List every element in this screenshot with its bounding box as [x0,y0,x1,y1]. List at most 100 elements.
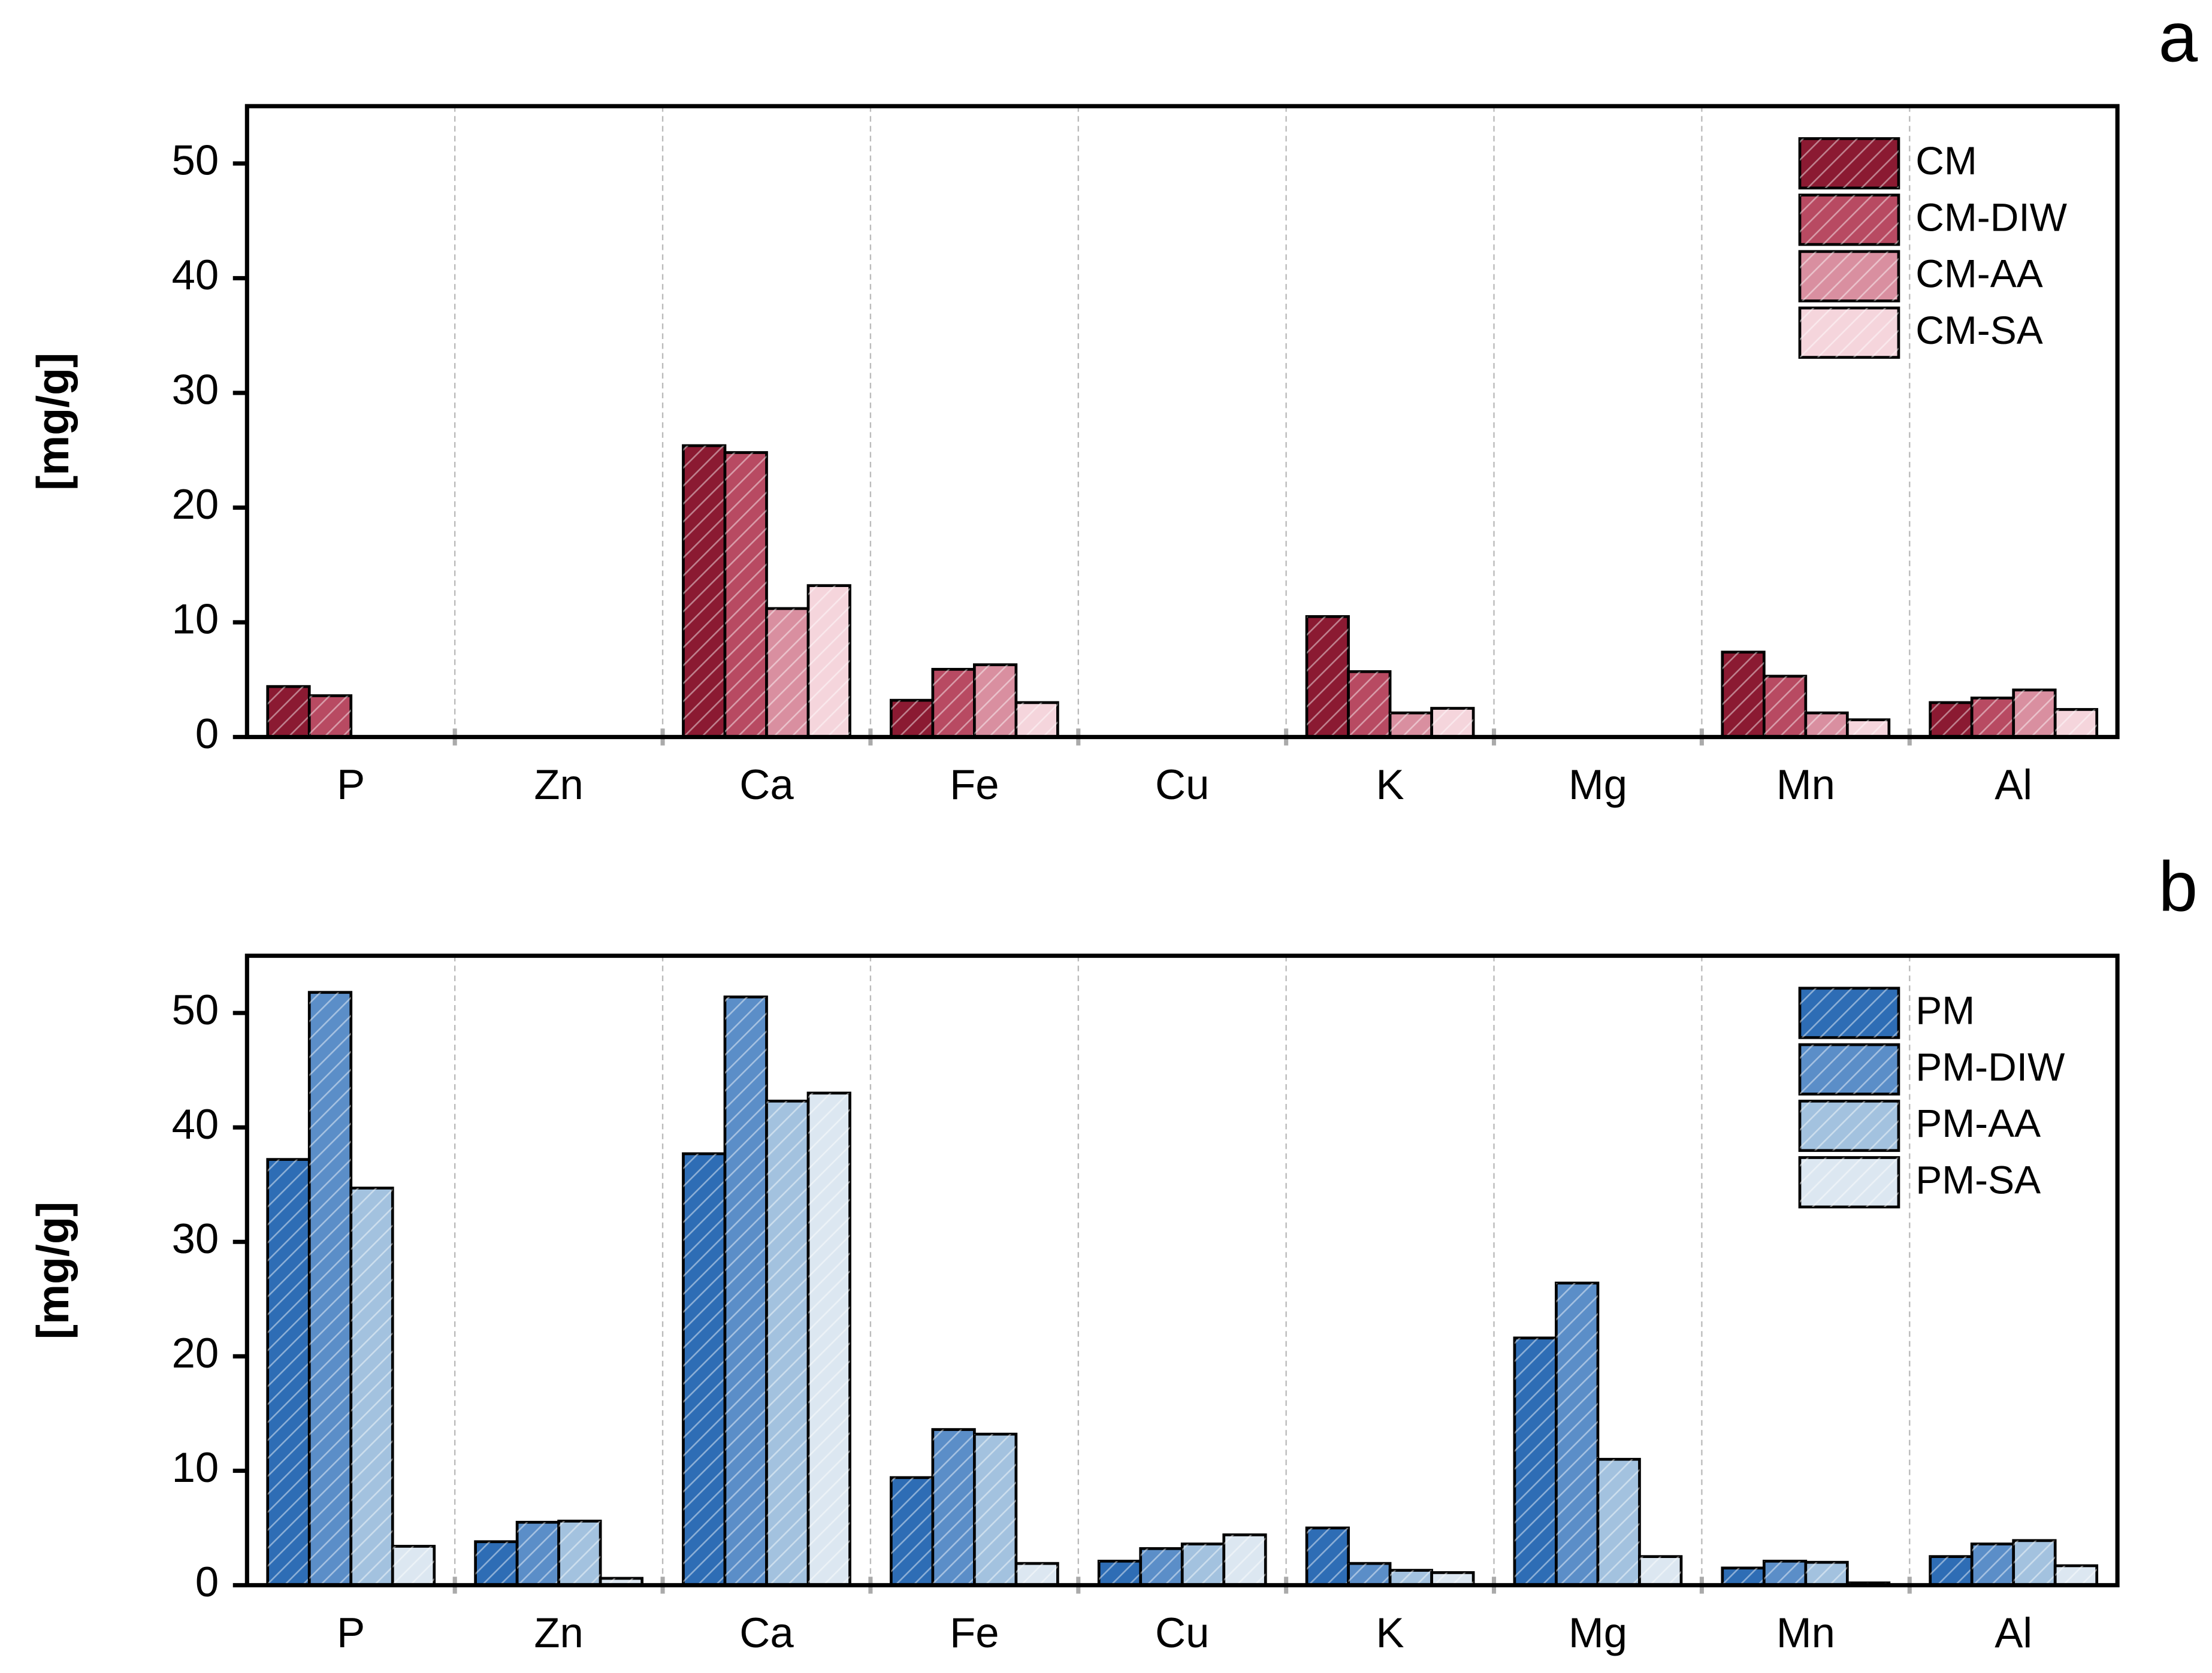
bar-hatch [1348,671,1391,737]
legend-hatch [1800,988,1899,1038]
bar-hatch [267,1159,310,1586]
plot-frame [244,954,2120,1587]
bar-hatch [1348,1563,1391,1586]
y-tick-label: 30 [172,366,219,413]
x-tick-label: Cu [1155,1609,1209,1656]
x-tick-label: Al [1995,761,2032,808]
bar-hatch [1099,1561,1141,1586]
bar-hatch [1722,652,1764,737]
legend-label: CM [1915,138,1977,183]
y-axis-label: [mg/g] [28,353,78,491]
bar-hatch [1431,708,1474,737]
x-tick-label: Fe [950,761,999,808]
bar-hatch [2055,709,2097,737]
bar-hatch [1514,1338,1557,1586]
legend-label: CM-SA [1915,308,2043,352]
y-tick-label: 10 [172,1444,219,1491]
y-tick-label: 0 [195,1558,219,1605]
y-tick-label: 0 [195,710,219,757]
bar-hatch [1639,1556,1681,1586]
bar-hatch [1930,702,1972,737]
bar-hatch [1307,1527,1349,1586]
x-tick-label: K [1376,1609,1404,1656]
bar-hatch [1764,1561,1806,1586]
bar-hatch [724,452,767,737]
y-tick-label: 30 [172,1215,219,1262]
panel-label: b [2159,847,2198,926]
bar-hatch [724,997,767,1586]
bar-hatch [1431,1572,1474,1586]
y-tick-label: 10 [172,595,219,643]
x-tick-label: Cu [1155,761,1209,808]
x-tick-label: P [337,1609,365,1656]
bar-hatch [309,992,351,1586]
plot-frame [244,104,2120,739]
bar-hatch [1016,702,1058,737]
x-tick-label: Al [1995,1609,2032,1656]
legend-label: PM [1915,988,1975,1033]
bar-hatch [517,1522,559,1586]
bar-hatch [267,686,310,737]
legend-hatch [1800,1157,1899,1207]
bar-hatch [475,1541,518,1586]
legend-label: CM-AA [1915,252,2043,296]
bar-hatch [932,1429,975,1586]
bar-hatch [683,446,725,737]
legend-label: PM-SA [1915,1157,2041,1202]
bar-hatch [974,664,1016,737]
y-tick-label: 20 [172,1329,219,1376]
bar-hatch [600,1578,642,1586]
x-tick-label: K [1376,761,1404,808]
bar-hatch [1597,1459,1640,1586]
bar-hatch [766,1101,808,1586]
bar-hatch [766,608,808,737]
x-tick-label: Mn [1776,1609,1835,1656]
y-tick-label: 20 [172,480,219,528]
bar-hatch [808,585,850,737]
x-tick-label: Mg [1569,1609,1627,1656]
bar-hatch [808,1093,850,1586]
x-tick-label: Zn [534,1609,583,1656]
y-tick-label: 40 [172,1100,219,1148]
bar-hatch [309,695,351,737]
bar-hatch [974,1434,1016,1586]
x-tick-label: Fe [950,1609,999,1656]
legend-hatch [1800,1045,1899,1094]
bar-hatch [1972,698,2014,737]
legend-label: PM-AA [1915,1101,2041,1145]
y-tick-label: 50 [172,986,219,1033]
legend-label: PM-DIW [1915,1045,2065,1089]
bar-hatch [1016,1563,1058,1586]
y-tick-label: 50 [172,137,219,184]
y-axis-label: [mg/g] [28,1202,78,1339]
bar-hatch [1307,616,1349,737]
x-tick-label: Ca [739,761,794,808]
bar-hatch [2013,1540,2056,1586]
x-tick-label: Mn [1776,761,1835,808]
bar-hatch [1972,1544,2014,1586]
bar-hatch [1223,1535,1266,1586]
panel-label: a [2159,0,2198,76]
legend-hatch [1800,1101,1899,1151]
legend-hatch [1800,251,1899,301]
bar-hatch [683,1154,725,1586]
bar-hatch [1140,1548,1183,1586]
x-tick-label: Mg [1569,761,1627,808]
bar-hatch [2013,689,2056,737]
bar-hatch [1390,713,1432,737]
legend-hatch [1800,308,1899,358]
bar-hatch [350,1188,393,1586]
bar-hatch [1556,1283,1598,1586]
bar-hatch [1805,1562,1848,1586]
bar-hatch [392,1546,434,1586]
x-tick-label: P [337,761,365,808]
bar-hatch [1847,719,1889,737]
x-tick-label: Ca [739,1609,794,1656]
bar-hatch [932,669,975,737]
bar-hatch [1722,1568,1764,1586]
bar-hatch [1182,1544,1224,1586]
bar-hatch [891,1477,933,1586]
bar-hatch [1390,1570,1432,1586]
bar-hatch [558,1521,601,1586]
